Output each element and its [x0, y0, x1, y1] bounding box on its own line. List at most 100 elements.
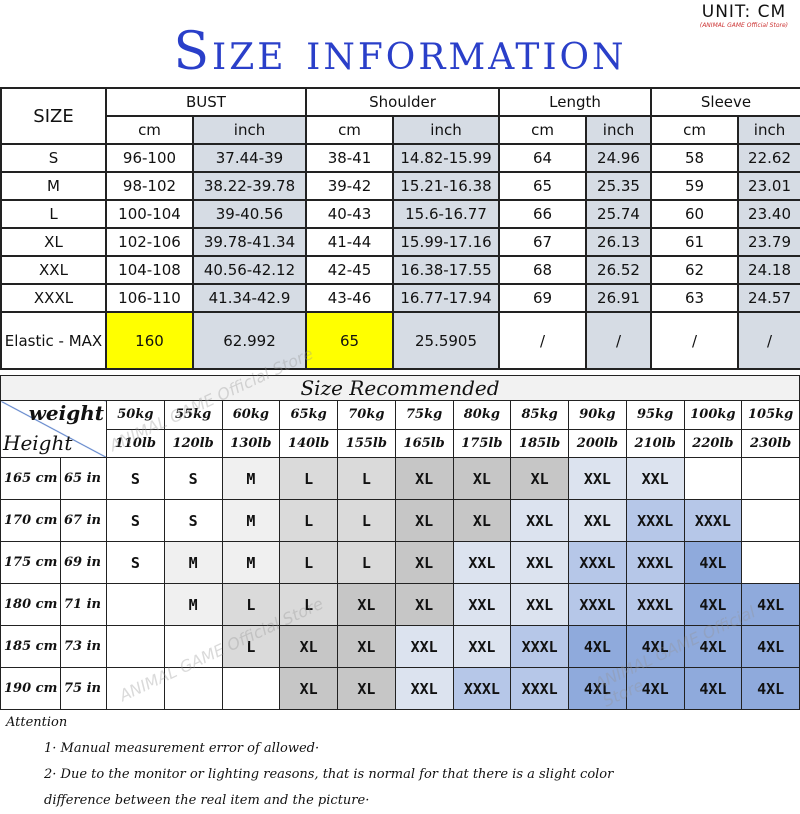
unit-header: inch — [585, 115, 653, 145]
weight-lb-header: 155lb — [337, 428, 396, 458]
weight-lb-header: 165lb — [394, 428, 454, 458]
value-cell: 24.18 — [737, 255, 800, 285]
value-cell: 25.74 — [585, 199, 653, 229]
header-row: SIZE BUST Shoulder Length Sleeve — [0, 87, 800, 145]
size-cell: XL — [0, 227, 107, 257]
size-cell: XL — [452, 499, 512, 542]
size-cell: S — [163, 457, 223, 500]
unit-header: cm — [105, 115, 194, 145]
height-in: 69 in — [60, 541, 107, 584]
weight-lb-header: 210lb — [625, 428, 685, 458]
unit-text: UNIT: CM — [701, 2, 787, 22]
value-cell: 38-41 — [305, 143, 394, 173]
table-row: S 96-100 37.44-39 38-41 14.82-15.99 64 24.96 58… — [0, 143, 800, 173]
table-row: 175 cm 69 in S M M L L XL XXL XXL XXXL XXXL 4XL — [0, 541, 800, 584]
size-cell: XXL — [394, 625, 454, 668]
value-cell: 41-44 — [305, 227, 394, 257]
weight-kg-header: 90kg — [568, 400, 627, 430]
weight-kg-header: 75kg — [394, 400, 454, 430]
height-in: 67 in — [60, 499, 107, 542]
size-cell: XXXL — [568, 541, 627, 584]
size-cell: 4XL — [625, 667, 685, 710]
size-cell: XL — [337, 583, 396, 626]
size-cell: XXXL — [568, 583, 627, 626]
value-cell: 14.82-15.99 — [391, 143, 501, 173]
size-chart-table: SIZE BUST Shoulder Length Sleeve cm inch cm inch… — [0, 87, 800, 370]
height-cm: 170 cm — [0, 499, 61, 542]
size-cell — [741, 541, 800, 584]
height-in: 75 in — [60, 667, 107, 710]
value-cell: / — [650, 311, 740, 370]
value-cell: 23.79 — [737, 227, 800, 257]
size-cell — [741, 499, 800, 542]
group-header: Shoulder — [304, 87, 501, 117]
value-cell: / — [737, 311, 800, 370]
size-cell: XXXL — [683, 499, 743, 542]
value-cell: 43-46 — [305, 283, 394, 313]
size-cell: XL — [279, 625, 338, 668]
size-cell: L — [337, 457, 396, 500]
table-row: XXL 104-108 40.56-42.12 42-45 16.38-17.55 68 2… — [0, 255, 800, 285]
value-cell: 59 — [650, 171, 740, 201]
size-cell: XXL — [0, 255, 107, 285]
table-row: M 98-102 38.22-39.78 39-42 15.21-16.38 65 25.3… — [0, 171, 800, 201]
value-cell: 39-42 — [305, 171, 394, 201]
table-row: 190 cm 75 in XL XL XXL XXXL XXXL 4XL 4XL 4XL 4XL — [0, 667, 800, 710]
title-row: Size Recommended — [0, 375, 800, 401]
size-cell — [163, 667, 223, 710]
value-cell: 15.21-16.38 — [391, 171, 501, 201]
size-cell: XL — [452, 457, 512, 500]
value-cell: 42-45 — [305, 255, 394, 285]
value-cell: 39-40.56 — [192, 199, 307, 229]
size-cell: M — [221, 457, 281, 500]
weight-lb-header: 185lb — [510, 428, 569, 458]
size-cell: M — [221, 541, 281, 584]
value-cell: 61 — [650, 227, 740, 257]
subheader-row: cm inch cm inch cm inch cm inch — [1, 115, 800, 145]
size-cell: XXXL — [452, 667, 512, 710]
height-cm: 180 cm — [0, 583, 61, 626]
size-cell: XL — [337, 625, 396, 668]
size-cell: XL — [394, 583, 454, 626]
size-cell: L — [337, 541, 396, 584]
value-cell: 40.56-42.12 — [192, 255, 307, 285]
height-cm: 190 cm — [0, 667, 61, 710]
value-cell: 104-108 — [105, 255, 194, 285]
value-cell: 37.44-39 — [192, 143, 307, 173]
value-cell: 16.77-17.94 — [391, 283, 501, 313]
weight-lb-header: 120lb — [163, 428, 223, 458]
size-cell: L — [0, 199, 107, 229]
value-cell: 63 — [650, 283, 740, 313]
value-cell: 25.5905 — [391, 311, 501, 370]
size-cell: S — [106, 457, 165, 500]
size-cell: XXL — [452, 625, 512, 668]
value-cell: 62.992 — [192, 311, 307, 370]
size-cell: L — [279, 583, 338, 626]
value-cell: 106-110 — [105, 283, 194, 313]
size-cell: M — [163, 583, 223, 626]
value-cell: 96-100 — [105, 143, 194, 173]
size-header: SIZE — [0, 87, 107, 145]
size-cell: XL — [279, 667, 338, 710]
value-cell: 64 — [498, 143, 588, 173]
size-cell: 4XL — [568, 625, 627, 668]
table-row: L 100-104 39-40.56 40-43 15.6-16.77 66 25.74 60… — [0, 199, 800, 229]
table-row: 185 cm 73 in L XL XL XXL XXL XXXL 4XL 4XL 4XL 4XL — [0, 625, 800, 668]
weight-kg-header: 85kg — [510, 400, 569, 430]
size-cell: XXL — [568, 499, 627, 542]
value-cell: 25.35 — [585, 171, 653, 201]
size-cell — [163, 625, 223, 668]
size-cell: XL — [510, 457, 569, 500]
height-label: Height — [3, 431, 73, 455]
size-cell: XXL — [452, 541, 512, 584]
value-cell: 65 — [305, 311, 394, 370]
table-row: XL 102-106 39.78-41.34 41-44 15.99-17.16 67 26… — [0, 227, 800, 257]
value-cell: 68 — [498, 255, 588, 285]
height-cm: 175 cm — [0, 541, 61, 584]
weight-lb-header: 220lb — [683, 428, 743, 458]
weight-kg-header: 80kg — [452, 400, 512, 430]
value-cell: 26.91 — [585, 283, 653, 313]
group-header: Length — [498, 87, 653, 117]
size-cell: XXL — [625, 457, 685, 500]
size-cell: L — [279, 457, 338, 500]
